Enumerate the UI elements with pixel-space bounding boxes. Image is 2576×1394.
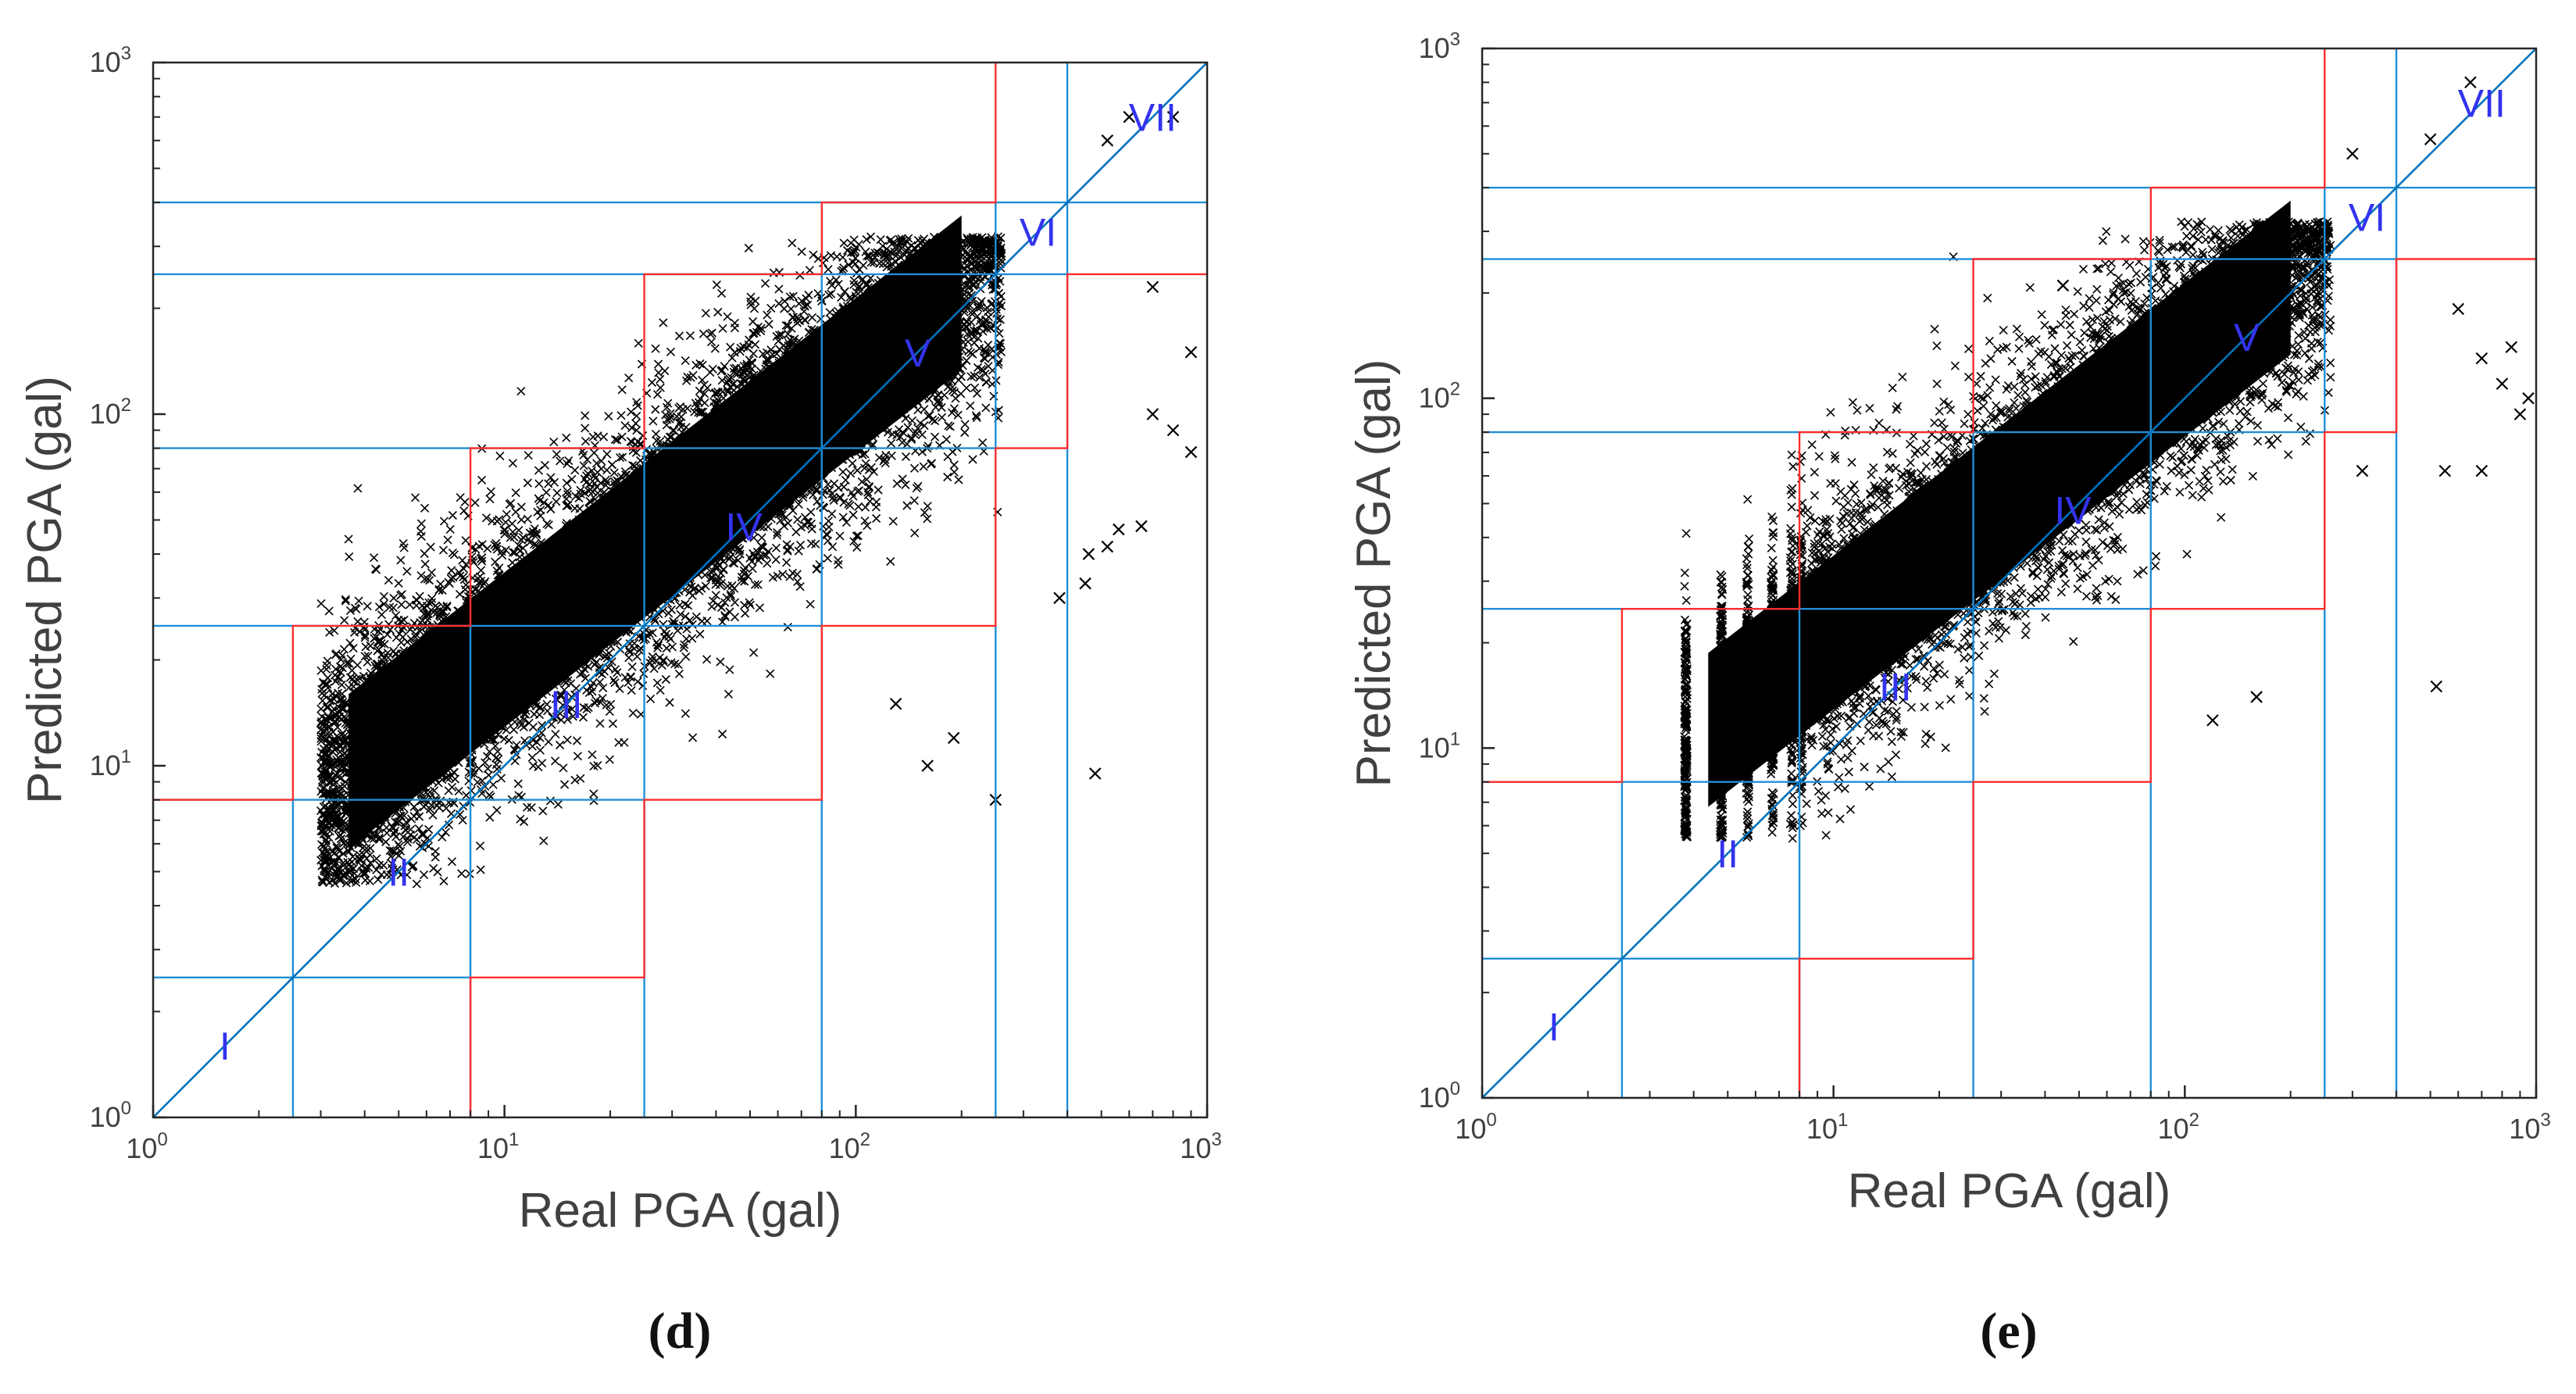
x-axis-label: Real PGA (gal) xyxy=(1848,1164,2171,1218)
scatter-point xyxy=(1101,134,1114,147)
scatter-point xyxy=(889,697,902,710)
x-axis-label: Real PGA (gal) xyxy=(519,1184,842,1238)
scatter-point xyxy=(1088,767,1102,780)
y-axis-label: Predicted PGA (gal) xyxy=(18,376,72,804)
scatter-point xyxy=(2475,352,2488,365)
scatter-point xyxy=(1184,345,1198,359)
intensity-zone-label: VI xyxy=(2349,196,2385,240)
y-axis-label: Predicted PGA (gal) xyxy=(1347,359,1401,788)
intensity-zone-label: III xyxy=(1879,666,1912,710)
intensity-zone-label: III xyxy=(550,683,583,727)
tolerance-lower-boundary xyxy=(469,273,1207,1117)
scatter-point xyxy=(1082,548,1095,560)
axes-frame xyxy=(152,61,1209,1119)
intensity-zone-label: I xyxy=(1549,1006,1560,1049)
x-tick-label: 100 xyxy=(126,1129,167,1164)
tolerance-upper-boundary xyxy=(153,63,997,801)
intensity-zone-label: VI xyxy=(1020,211,1056,255)
scatter-point xyxy=(2464,76,2477,89)
intensity-zone-label: V xyxy=(905,331,931,375)
scatter-point xyxy=(2056,279,2070,292)
scatter-point xyxy=(2346,147,2359,160)
scatter-cloud-core xyxy=(348,215,962,849)
scatter-point xyxy=(2513,408,2527,420)
scatter-point xyxy=(921,760,934,772)
tolerance-lower-boundary xyxy=(1798,258,2536,1098)
scatter-point xyxy=(2475,464,2488,477)
scatter-point xyxy=(2522,391,2535,405)
tolerance-boxes xyxy=(1482,48,2536,1098)
scatter-point xyxy=(2505,341,2518,354)
axes-frame xyxy=(1481,47,2538,1099)
scatter-outliers xyxy=(2056,76,2535,727)
scatter-point xyxy=(2452,302,2465,316)
scatter-point xyxy=(1146,281,1159,293)
scatter-point xyxy=(2430,680,2443,693)
scatter-point xyxy=(2356,464,2369,477)
scatter-cloud xyxy=(1680,200,2335,843)
panel-label: (e) xyxy=(1980,1303,2037,1360)
scatter-point xyxy=(2424,133,2437,146)
intensity-zone-label: VII xyxy=(1129,96,1177,140)
scatter-point xyxy=(1101,540,1114,553)
scatter-point xyxy=(1112,523,1125,536)
scatter-cloud xyxy=(316,215,1006,888)
scatter-point xyxy=(2438,464,2452,477)
reference-diagonal-line xyxy=(152,62,1208,1118)
panel-label: (d) xyxy=(648,1303,712,1360)
scatter-outliers xyxy=(889,110,1198,806)
scatter-point xyxy=(947,731,960,745)
intensity-zone-label: II xyxy=(1717,832,1738,876)
intensity-zone-label: IV xyxy=(2054,488,2092,532)
intensity-zone-label: I xyxy=(220,1024,230,1068)
reference-diagonal-line xyxy=(1481,48,2537,1099)
scatter-point xyxy=(1135,520,1148,533)
scatter-point xyxy=(1184,445,1198,459)
scatter-point xyxy=(2206,714,2219,727)
scatter-point xyxy=(1079,577,1091,590)
y-tick-label: 101 xyxy=(90,746,131,781)
intensity-zone-label: VII xyxy=(2458,81,2506,125)
scatter-point xyxy=(2250,691,2263,703)
tolerance-upper-boundary xyxy=(1482,48,2326,783)
intensity-zone-label: V xyxy=(2234,316,2260,359)
scatter-point xyxy=(1123,110,1136,123)
scatter-point xyxy=(1053,592,1066,605)
scatter-point xyxy=(1146,408,1159,420)
scatter-point xyxy=(2496,377,2509,390)
tolerance-boxes xyxy=(153,63,1207,1117)
x-tick-label: 101 xyxy=(477,1129,519,1164)
intensity-zone-label: II xyxy=(388,850,409,894)
intensity-zone-label: IV xyxy=(725,505,763,549)
scatter-cloud-core xyxy=(1708,200,2291,807)
scatter-point xyxy=(1167,424,1180,437)
scatter-point xyxy=(1167,110,1180,123)
